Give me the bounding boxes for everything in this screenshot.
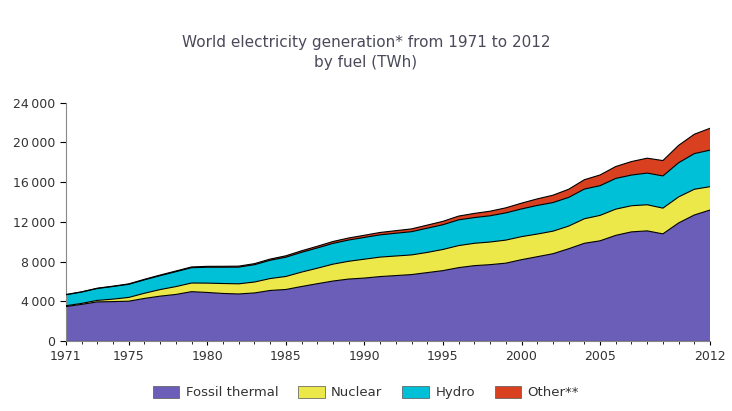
Text: World electricity generation* from 1971 to 2012
by fuel (TWh): World electricity generation* from 1971 … bbox=[182, 35, 550, 70]
Legend: Fossil thermal, Nuclear, Hydro, Other**: Fossil thermal, Nuclear, Hydro, Other** bbox=[148, 381, 584, 404]
